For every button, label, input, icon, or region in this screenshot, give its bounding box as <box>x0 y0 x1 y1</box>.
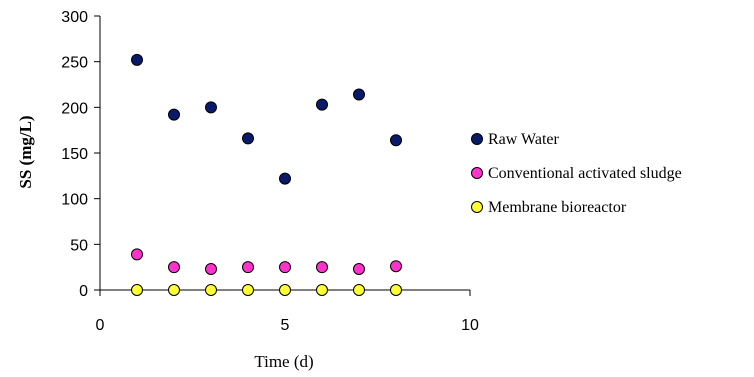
data-point <box>168 284 180 296</box>
data-point <box>131 284 143 296</box>
data-point <box>353 284 365 296</box>
data-point <box>279 261 291 274</box>
legend-label: Membrane bioreactor <box>488 199 627 216</box>
data-point <box>168 261 180 274</box>
legend-marker <box>471 167 483 179</box>
y-tick-label: 0 <box>79 283 88 300</box>
legend-label: Raw Water <box>488 131 560 148</box>
plot-area <box>99 16 470 291</box>
series-3 <box>131 284 402 296</box>
y-axis-title: SS (mg/L) <box>16 115 35 188</box>
data-point <box>242 284 254 296</box>
y-tick-label: 50 <box>70 237 88 254</box>
y-tick-label: 200 <box>61 100 88 117</box>
data-point <box>131 53 143 66</box>
data-point <box>242 261 254 274</box>
legend-item: Conventional activated sludge <box>471 165 682 182</box>
legend-marker <box>471 201 483 213</box>
data-point <box>205 284 217 296</box>
data-point <box>279 284 291 296</box>
legend-label: Conventional activated sludge <box>488 165 682 182</box>
data-point <box>242 132 254 145</box>
series-1 <box>131 53 402 185</box>
x-axis-title: Time (d) <box>254 352 313 371</box>
x-tick-label: 0 <box>96 317 105 334</box>
legend-item: Membrane bioreactor <box>471 199 627 216</box>
data-point <box>353 88 365 101</box>
legend-item: Raw Water <box>471 131 560 148</box>
data-point <box>205 101 217 114</box>
data-point <box>205 262 217 275</box>
data-point <box>316 284 328 296</box>
data-point <box>168 108 180 121</box>
x-tick-label: 10 <box>461 317 479 334</box>
x-axis-ticks: 0 5 10 <box>96 290 479 334</box>
data-point <box>390 134 402 147</box>
x-tick-label: 5 <box>281 317 290 334</box>
legend-marker <box>471 133 483 145</box>
data-point <box>353 262 365 275</box>
data-point <box>316 98 328 111</box>
data-point <box>316 261 328 274</box>
data-point <box>131 248 143 261</box>
data-point <box>279 172 291 185</box>
data-point <box>390 260 402 273</box>
data-point <box>390 284 402 296</box>
data-points <box>131 53 402 296</box>
y-tick-label: 300 <box>61 9 88 26</box>
y-tick-label: 100 <box>61 192 88 209</box>
series-2 <box>131 248 402 275</box>
y-axis-ticks: 0 50 100 150 200 250 300 <box>61 9 100 300</box>
y-tick-label: 250 <box>61 55 88 72</box>
y-tick-label: 150 <box>61 146 88 163</box>
legend: Raw Water Conventional activated sludge Me… <box>471 131 682 216</box>
